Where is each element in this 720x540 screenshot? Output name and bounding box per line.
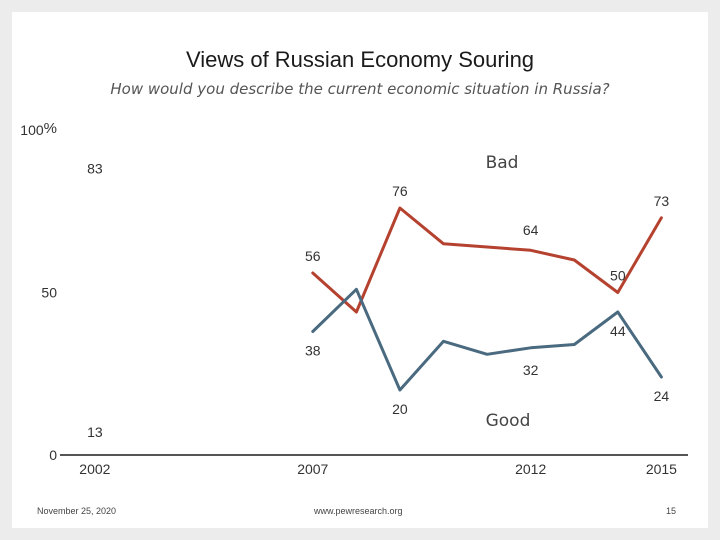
- series-line-good: [311, 287, 663, 392]
- x-tick-label: 2012: [515, 461, 546, 477]
- data-label-bad: 76: [392, 183, 408, 199]
- data-label-good: 24: [654, 388, 670, 404]
- series-label-bad: Bad: [486, 153, 519, 173]
- x-tick-label: 2007: [297, 461, 328, 477]
- data-label-bad: 73: [654, 193, 670, 209]
- data-label-bad: 50: [610, 268, 626, 284]
- data-label-good: 32: [523, 362, 539, 378]
- y-tick-label: 50: [41, 285, 57, 301]
- data-label-bad: 64: [523, 222, 539, 238]
- data-label-bad: 83: [87, 160, 103, 176]
- x-tick-label: 2015: [646, 461, 677, 477]
- footer-date: November 25, 2020: [37, 506, 117, 516]
- footer-source: www.pewresearch.org: [314, 506, 403, 516]
- chart-subtitle: How would you describe the current econo…: [110, 80, 610, 98]
- series-label-good: Good: [486, 411, 531, 431]
- chart-title: Views of Russian Economy Souring: [185, 47, 535, 72]
- y-tick-label: 100%: [20, 120, 57, 138]
- footer-page-number: 15: [666, 506, 677, 516]
- data-label-bad: 56: [305, 248, 321, 264]
- x-tick-label: 2002: [79, 461, 110, 477]
- data-label-good: 13: [87, 424, 103, 440]
- data-label-good: 38: [305, 343, 321, 359]
- data-label-good: 44: [610, 323, 626, 339]
- y-tick-label: 0: [49, 447, 57, 463]
- data-label-good: 20: [392, 401, 408, 417]
- slide-background: [12, 12, 708, 528]
- series-line-bad: [311, 206, 663, 314]
